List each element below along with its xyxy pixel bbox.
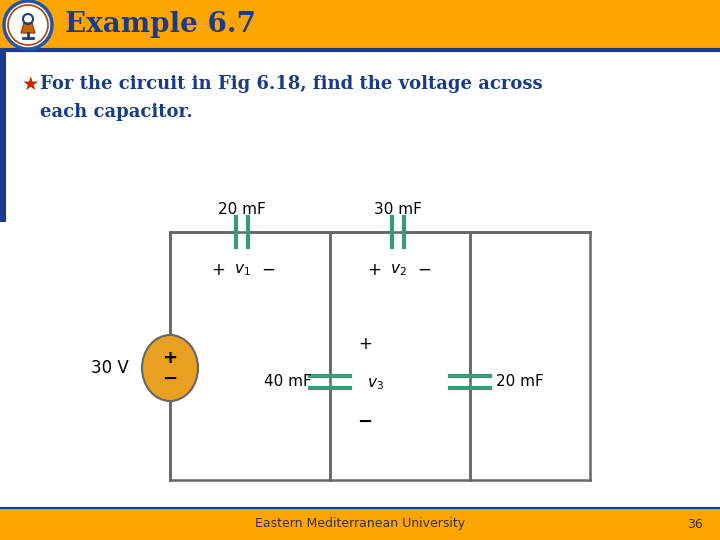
Bar — [0, 508, 720, 540]
Text: +: + — [358, 335, 372, 353]
Text: 30 V: 30 V — [91, 359, 129, 377]
Text: −: − — [417, 261, 431, 279]
Text: 30 mF: 30 mF — [374, 202, 422, 218]
Text: For the circuit in Fig 6.18, find the voltage across: For the circuit in Fig 6.18, find the vo… — [40, 75, 543, 93]
Text: Eastern Mediterranean University: Eastern Mediterranean University — [255, 517, 465, 530]
Bar — [0, 0, 720, 50]
Text: 20 mF: 20 mF — [218, 202, 266, 218]
Polygon shape — [21, 23, 35, 33]
Text: each capacitor.: each capacitor. — [40, 103, 193, 121]
Text: −: − — [357, 413, 372, 431]
Text: 36: 36 — [687, 517, 703, 530]
Ellipse shape — [142, 335, 198, 401]
Text: Example 6.7: Example 6.7 — [65, 11, 256, 38]
Text: +: + — [367, 261, 381, 279]
Text: −: − — [163, 370, 178, 388]
Text: 40 mF: 40 mF — [264, 375, 312, 389]
Bar — [0, 52, 6, 222]
Text: $v_2$: $v_2$ — [390, 262, 406, 278]
Text: ★: ★ — [22, 75, 40, 94]
Text: $v_1$: $v_1$ — [233, 262, 251, 278]
Circle shape — [4, 1, 52, 49]
Text: −: − — [261, 261, 275, 279]
Text: 20 mF: 20 mF — [496, 375, 544, 389]
Text: +: + — [163, 349, 178, 367]
Text: +: + — [211, 261, 225, 279]
Circle shape — [8, 5, 48, 45]
Text: $v_3$: $v_3$ — [366, 376, 384, 392]
